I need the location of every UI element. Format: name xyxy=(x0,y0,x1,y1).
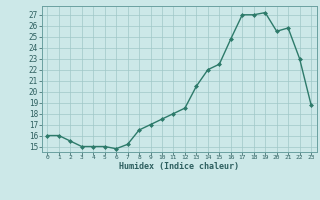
X-axis label: Humidex (Indice chaleur): Humidex (Indice chaleur) xyxy=(119,162,239,171)
